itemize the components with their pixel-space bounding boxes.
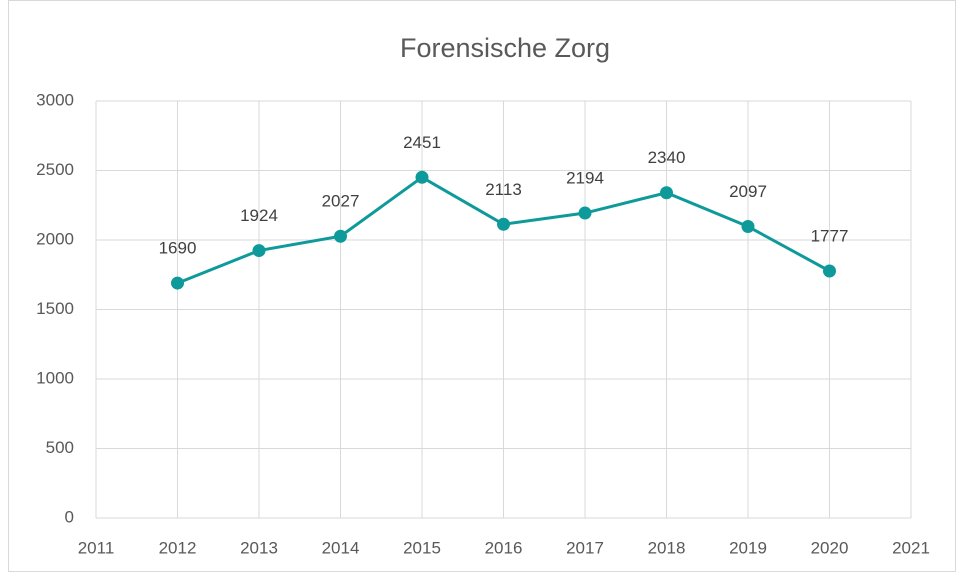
y-tick-label: 3000 (36, 90, 74, 109)
data-label: 1690 (159, 239, 197, 258)
y-tick-label: 2000 (36, 229, 74, 248)
point (415, 170, 429, 184)
point (660, 186, 673, 200)
data-label: 2340 (648, 148, 686, 167)
x-tick-label: 2011 (78, 538, 115, 557)
x-tick-label: 2016 (485, 538, 523, 557)
y-tick-label: 2500 (36, 160, 74, 179)
data-label: 2097 (729, 182, 767, 201)
x-tick-label: 2018 (648, 538, 686, 557)
x-tick-label: 2015 (403, 538, 441, 557)
point (497, 217, 510, 231)
data-label: 2194 (566, 169, 604, 188)
y-tick-label: 1000 (36, 368, 74, 387)
data-label: 1924 (240, 206, 278, 225)
point (741, 220, 755, 234)
point (334, 229, 347, 243)
x-tick-label: 2021 (892, 538, 930, 557)
data-label: 2451 (403, 133, 441, 152)
x-tick-label: 2020 (811, 538, 849, 557)
point (823, 264, 836, 278)
data-label: 2113 (485, 180, 522, 199)
data-label: 1777 (811, 226, 849, 245)
data-label: 2027 (322, 192, 360, 211)
chart-title: Forensische Zorg (400, 33, 610, 63)
x-tick-label: 2017 (566, 538, 604, 557)
y-tick-label: 1500 (36, 299, 74, 318)
x-tick-label: 2019 (729, 538, 767, 557)
point (252, 244, 266, 258)
x-tick-label: 2014 (322, 538, 360, 557)
point (171, 276, 184, 290)
x-tick-label: 2012 (159, 538, 197, 557)
y-tick-label: 0 (65, 507, 74, 526)
point (578, 206, 592, 220)
chart-border (8, 0, 956, 572)
y-tick-label: 500 (46, 438, 74, 457)
x-tick-label: 2013 (240, 538, 278, 557)
